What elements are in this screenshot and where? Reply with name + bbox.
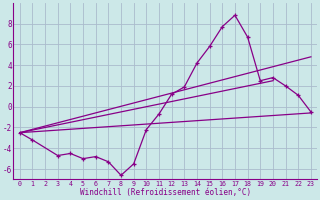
X-axis label: Windchill (Refroidissement éolien,°C): Windchill (Refroidissement éolien,°C) xyxy=(80,188,251,197)
